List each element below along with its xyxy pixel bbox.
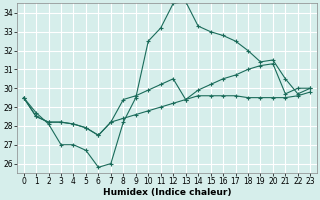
X-axis label: Humidex (Indice chaleur): Humidex (Indice chaleur) [103, 188, 231, 197]
